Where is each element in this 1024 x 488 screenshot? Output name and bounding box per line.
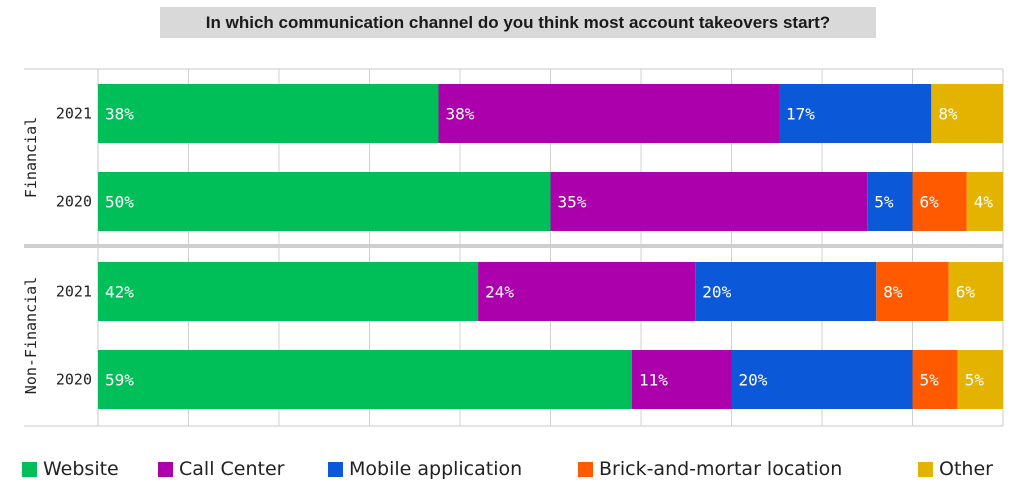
- data-label: 5%: [920, 371, 940, 390]
- bar-segment: [631, 350, 732, 409]
- bar-segment: [695, 262, 877, 321]
- bar-segment: [98, 262, 479, 321]
- legend-swatch: [328, 461, 343, 477]
- data-label: 8%: [883, 283, 903, 302]
- legend-swatch: [578, 461, 593, 477]
- bar-segment: [731, 350, 913, 409]
- chart-title-box: In which communication channel do you th…: [160, 7, 876, 38]
- bar-segment: [948, 262, 1003, 321]
- bar-segment: [876, 262, 949, 321]
- data-label: 17%: [786, 105, 815, 124]
- data-label: 24%: [485, 283, 514, 302]
- data-label: 4%: [974, 193, 994, 212]
- legend-swatch: [918, 461, 933, 477]
- bar-segment: [912, 172, 967, 231]
- legend-item: Mobile application: [328, 454, 522, 484]
- data-label: 38%: [105, 105, 134, 124]
- row-year-label: 2021: [56, 283, 92, 301]
- data-label: 11%: [639, 371, 668, 390]
- group-label: Non-Financial: [22, 277, 40, 394]
- bar-segment: [98, 350, 632, 409]
- data-label: 6%: [956, 283, 976, 302]
- bar-segment: [438, 84, 779, 143]
- data-label: 20%: [702, 283, 731, 302]
- bar-segment: [966, 172, 1003, 231]
- bar-segment: [98, 84, 439, 143]
- bar-segment: [867, 172, 913, 231]
- data-label: 38%: [445, 105, 474, 124]
- row-year-label: 2020: [56, 371, 92, 389]
- row-year-label: 2020: [56, 193, 92, 211]
- legend-item: Other: [918, 454, 993, 484]
- data-label: 8%: [938, 105, 958, 124]
- legend-label: Website: [43, 458, 119, 480]
- bar-segment: [912, 350, 958, 409]
- data-label: 35%: [558, 193, 587, 212]
- chart-legend: Website Call Center Mobile application Bric…: [0, 454, 1024, 484]
- data-label: 6%: [920, 193, 940, 212]
- legend-label: Mobile application: [349, 458, 523, 480]
- data-label: 59%: [105, 371, 134, 390]
- legend-label: Other: [939, 458, 993, 480]
- data-label: 42%: [105, 283, 134, 302]
- bar-segment: [550, 172, 868, 231]
- data-label: 20%: [739, 371, 768, 390]
- group-separator: [24, 244, 1003, 248]
- chart-title: In which communication channel do you th…: [205, 12, 831, 32]
- legend-label: Brick-and-mortar location: [599, 458, 843, 480]
- data-label: 5%: [965, 371, 985, 390]
- bar-segment: [98, 172, 551, 231]
- bar-segment: [478, 262, 696, 321]
- legend-item: Website: [22, 454, 119, 484]
- legend-label: Call Center: [179, 458, 285, 480]
- bar-segment: [957, 350, 1003, 409]
- legend-swatch: [22, 461, 37, 477]
- legend-swatch: [158, 461, 173, 477]
- bar-segment: [778, 84, 932, 143]
- data-label: 5%: [874, 193, 894, 212]
- row-year-label: 2021: [56, 105, 92, 123]
- bar-segment: [931, 84, 1003, 143]
- group-label: Financial: [22, 117, 40, 198]
- stacked-bar-chart: Financial 2021 38% 38% 17% 8% 2020 50% 35% 5% 6% 4%…: [22, 68, 1004, 427]
- legend-item: Brick-and-mortar location: [578, 454, 842, 484]
- data-label: 50%: [105, 193, 134, 212]
- legend-item: Call Center: [158, 454, 284, 484]
